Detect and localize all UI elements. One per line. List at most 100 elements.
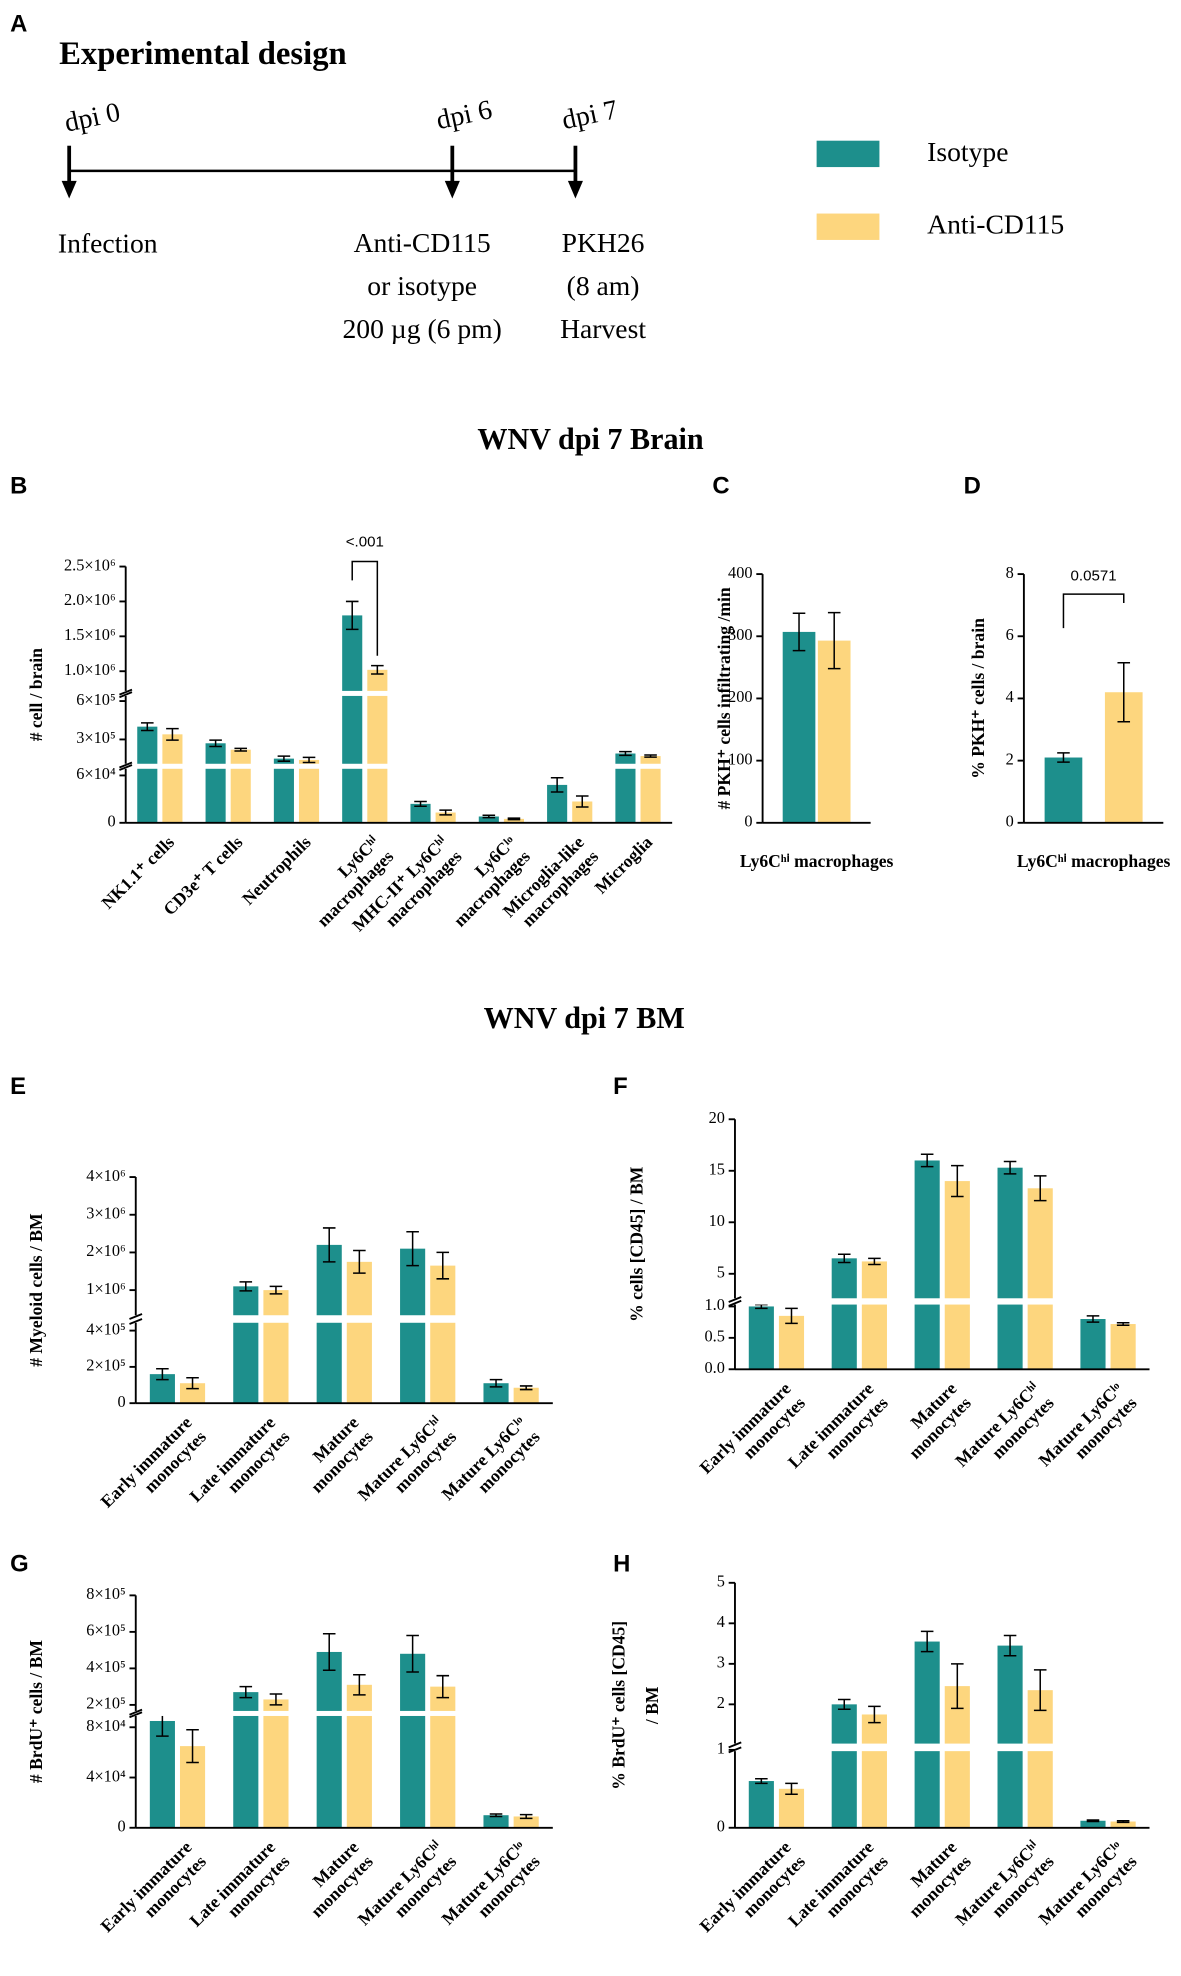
y-tick-label: 8×10⁵ (86, 1584, 125, 1603)
error-bar (1086, 1819, 1100, 1823)
break-mark (119, 691, 133, 699)
y-tick-label: 5 (717, 1572, 725, 1591)
bar (503, 818, 524, 823)
bar (782, 631, 816, 823)
y-axis-label: # PKH⁺ cells infiltrating /min (714, 587, 734, 809)
bar (513, 1387, 539, 1404)
axis-break (128, 1710, 553, 1716)
bar (342, 615, 363, 823)
bar (1044, 757, 1083, 823)
bar (298, 759, 320, 823)
break-mark (129, 1711, 143, 1719)
error-bar (489, 1378, 503, 1388)
error-bar (371, 664, 384, 675)
y-tick-label: 3×10⁵ (76, 728, 115, 747)
break-mark (119, 764, 133, 771)
design-title: Experimental design (59, 36, 347, 72)
annotation: <.001 (346, 534, 384, 551)
error-bar (345, 600, 359, 631)
axis-break (727, 1743, 1150, 1752)
x-tick-label: Mature Ly6Cʰⁱmonocytes (354, 1837, 461, 1944)
y-tick-label: 8 (1006, 563, 1014, 582)
bar (149, 1720, 175, 1828)
x-tick-label: Ly6Cʰⁱ macrophages (740, 851, 894, 871)
bar (861, 1261, 887, 1370)
error-bar (785, 1307, 798, 1325)
axis-break (128, 1315, 553, 1323)
bar (430, 1686, 456, 1828)
error-bar (322, 1227, 336, 1263)
error-bar (792, 612, 806, 652)
y-tick-label: 0 (1006, 812, 1014, 831)
x-tick-label: Late immaturemonocytes (784, 1378, 892, 1486)
error-bar (234, 747, 248, 752)
bar (547, 784, 568, 823)
error-bar (353, 1249, 366, 1274)
y-tick-label: 1.5×10⁶ (64, 625, 116, 644)
error-bar (951, 1663, 964, 1710)
y-tick-label: 15 (709, 1160, 725, 1179)
bar (263, 1290, 289, 1404)
y-tick-label: 2×10⁵ (86, 1356, 125, 1375)
bar (205, 743, 226, 823)
y-tick-label: 100 (728, 749, 753, 768)
event: PKH26 (8 am) Harvest (560, 228, 646, 345)
y-tick-label: 4×10⁵ (86, 1657, 125, 1676)
y-axis-label: % cells [CD45] / BM (626, 1166, 646, 1322)
y-tick-label: 1 (717, 1739, 725, 1758)
error-bar (209, 739, 222, 748)
bar (513, 1816, 539, 1828)
y-tick-label: 2 (1006, 749, 1014, 768)
error-bar (837, 1253, 851, 1264)
y-tick-label: 2×10⁵ (86, 1694, 125, 1713)
y-axis-label: % PKH⁺ cells / brain (968, 618, 988, 779)
bar (817, 640, 851, 823)
error-bar (519, 1385, 533, 1391)
panel-letter: B (10, 473, 27, 500)
error-bar (868, 1705, 881, 1724)
x-tick-label: Early immaturemonocytes (695, 1378, 809, 1492)
axis-break (118, 763, 673, 769)
legend-label: Isotype (927, 136, 1008, 167)
bar (346, 1261, 372, 1404)
x-tick-label: Early immaturemonocytes (695, 1837, 809, 1951)
error-bar (1033, 1669, 1047, 1712)
error-bar (1003, 1160, 1017, 1175)
error-bar (414, 800, 427, 807)
error-bar (166, 727, 179, 741)
panel-letter: E (10, 1073, 26, 1100)
error-bar (619, 750, 632, 757)
error-bar (239, 1281, 253, 1292)
error-bar (489, 1813, 503, 1818)
bar (230, 749, 251, 823)
y-tick-label: 0 (118, 1817, 126, 1836)
bar (316, 1651, 342, 1828)
y-tick-label: 3×10⁶ (86, 1203, 125, 1222)
y-tick-label: 300 (728, 625, 753, 644)
error-bar (1116, 1322, 1130, 1327)
error-bar (436, 1674, 450, 1699)
bar (778, 1315, 805, 1370)
y-tick-label: 4×10⁵ (86, 1319, 125, 1338)
y-axis-label: # Myeloid cells / BM (26, 1213, 46, 1367)
y-tick-label: 200 (728, 687, 753, 706)
x-tick-label: Late immaturemonocytes (185, 1412, 293, 1520)
x-tick-label: Mature Ly6Cˡᵒmonocytes (1034, 1378, 1140, 1484)
y-axis-label: % BrdU⁺ cells [CD45] / BM (609, 1621, 662, 1790)
y-tick-label: 10 (709, 1211, 725, 1230)
panel-letter: H (613, 1551, 630, 1578)
error-bar (353, 1674, 366, 1696)
error-bar (277, 755, 291, 762)
x-tick-label: Mature Ly6Cʰⁱmonocytes (354, 1412, 461, 1519)
bar (233, 1286, 259, 1404)
y-tick-label: 4×10⁴ (86, 1766, 126, 1785)
bar (748, 1781, 774, 1828)
event: Anti-CD115 or isotype 200 µg (6 pm) (342, 228, 501, 345)
bar (831, 1704, 857, 1828)
error-bar (436, 1251, 450, 1280)
error-bar (1117, 661, 1131, 723)
x-tick-label: Ly6Cʰⁱ macrophages (1017, 851, 1171, 871)
y-tick-label: 400 (728, 563, 753, 582)
error-bar (156, 1367, 169, 1381)
y-tick-label: 0 (107, 812, 115, 831)
